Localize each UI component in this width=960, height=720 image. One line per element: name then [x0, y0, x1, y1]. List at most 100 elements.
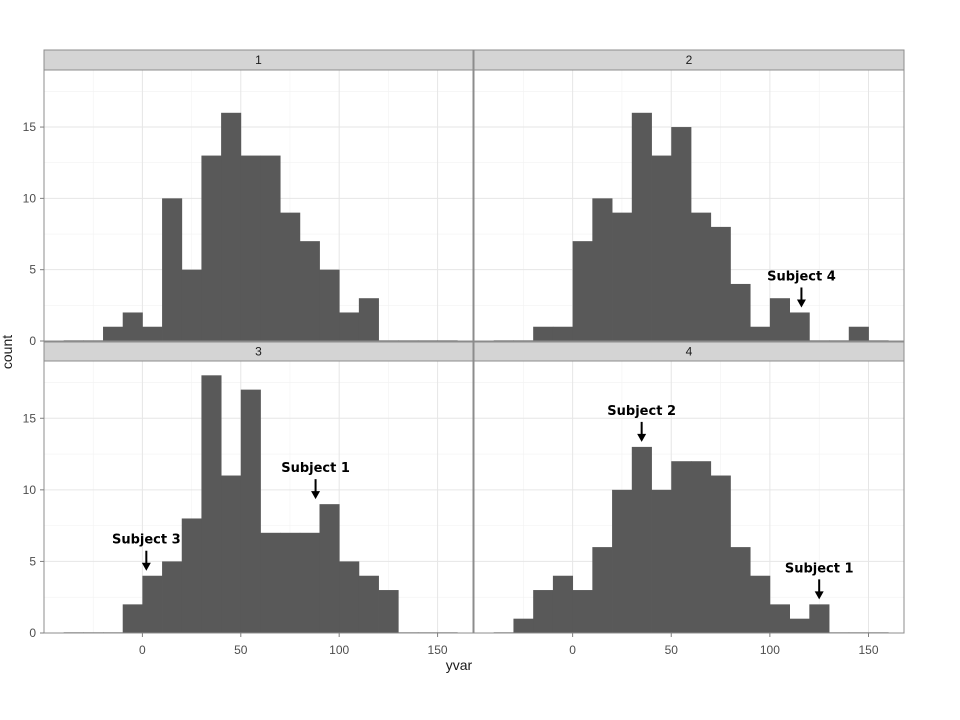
histogram-bar [280, 532, 301, 633]
histogram-bar [592, 547, 613, 633]
x-tick-label: 150 [858, 643, 878, 657]
annotation-label: Subject 3 [112, 533, 181, 548]
histogram-bar [572, 241, 593, 341]
annotation-label: Subject 1 [785, 561, 854, 576]
histogram-bar [533, 326, 554, 341]
histogram-bar [181, 269, 202, 341]
histogram-bar [142, 326, 163, 341]
histogram-bar [339, 561, 360, 633]
x-tick-label: 0 [569, 643, 576, 657]
x-axis-title: yvar [446, 657, 473, 673]
histogram-bar [339, 312, 360, 341]
histogram-bar [848, 326, 869, 341]
histogram-bar [592, 198, 613, 341]
x-tick-label: 50 [234, 643, 248, 657]
histogram-bar [358, 298, 379, 341]
histogram-bar [142, 575, 163, 633]
facet-panel-4: Subject 2 Subject 1 4 0 50 100 150 [473, 341, 905, 657]
y-tick-label: 10 [23, 191, 37, 205]
histogram-bar [651, 489, 672, 633]
x-tick-label: 0 [139, 643, 146, 657]
facet-strip-label: 4 [686, 345, 693, 359]
histogram-bar [201, 375, 222, 633]
histogram-bar [201, 155, 222, 341]
histogram-bar [280, 212, 301, 341]
histogram-bar [631, 112, 652, 341]
histogram-bar [690, 212, 712, 341]
histogram-bar [240, 389, 261, 633]
histogram-bar [299, 241, 320, 341]
histogram-bar [358, 575, 379, 633]
histogram-bar [552, 326, 574, 341]
histogram-bar [240, 155, 261, 341]
y-axis-title: count [0, 335, 15, 369]
histogram-bar [162, 561, 183, 633]
histogram-bar [612, 212, 633, 341]
histogram-bar [260, 532, 281, 633]
y-tick-label: 5 [29, 554, 36, 568]
histogram-bar [162, 198, 183, 341]
annotation-arrowhead [311, 491, 321, 500]
histogram-bar [122, 604, 143, 633]
histogram-bar [809, 604, 830, 633]
annotation-arrowhead [796, 299, 806, 308]
histogram-bar [299, 532, 320, 633]
histogram-bar [671, 127, 692, 341]
annotation-label: Subject 2 [607, 404, 676, 419]
histogram-bar [730, 547, 751, 633]
histogram-bar [319, 504, 340, 633]
histogram-bar [651, 155, 672, 341]
facet-strip-label: 2 [686, 53, 693, 67]
histogram-bar [690, 461, 712, 633]
histogram-bar [572, 590, 593, 633]
histogram-bar [710, 475, 731, 633]
y-tick-label: 5 [29, 263, 36, 277]
histogram-bar [769, 604, 790, 633]
histogram-bar [552, 575, 574, 633]
annotation-arrowhead [141, 562, 151, 571]
facet-strip [473, 341, 905, 362]
histogram-bar [750, 326, 771, 341]
histogram-bar [378, 590, 399, 633]
facet-strip [43, 341, 474, 362]
histogram-bar [789, 312, 810, 341]
annotation-label: Subject 4 [767, 269, 836, 284]
x-tick-label: 50 [665, 643, 679, 657]
histogram-bar [631, 446, 652, 633]
y-tick-label: 0 [29, 334, 36, 348]
histogram-bar [221, 112, 242, 341]
y-tick-label: 15 [23, 411, 37, 425]
x-tick-label: 100 [760, 643, 780, 657]
facet-panel-2: Subject 4 2 [473, 49, 905, 342]
histogram-bar [181, 518, 202, 633]
histogram-bar [103, 326, 124, 341]
y-tick-label: 0 [29, 626, 36, 640]
annotation-label: Subject 1 [281, 461, 350, 476]
facet-strip-label: 3 [255, 345, 262, 359]
histogram-bar [221, 475, 242, 633]
histogram-bar [789, 618, 810, 633]
histogram-bar [612, 489, 633, 633]
histogram-bar [319, 269, 340, 341]
histogram-bar [533, 590, 554, 633]
histogram-bar [750, 575, 771, 633]
facet-strip-label: 1 [255, 53, 262, 67]
histogram-bar [122, 312, 143, 341]
x-tick-label: 100 [329, 643, 349, 657]
annotation-arrowhead [814, 591, 824, 600]
histogram-bar [671, 461, 692, 633]
annotation-arrowhead [637, 433, 647, 442]
facet-strip [43, 49, 474, 71]
histogram-bar [730, 283, 751, 341]
y-tick-label: 10 [23, 483, 37, 497]
histogram-bar [260, 155, 281, 341]
y-tick-label: 15 [23, 120, 37, 134]
histogram-bar [769, 298, 790, 341]
histogram-bar [710, 226, 731, 341]
x-tick-label: 150 [428, 643, 448, 657]
histogram-bar [513, 618, 534, 633]
